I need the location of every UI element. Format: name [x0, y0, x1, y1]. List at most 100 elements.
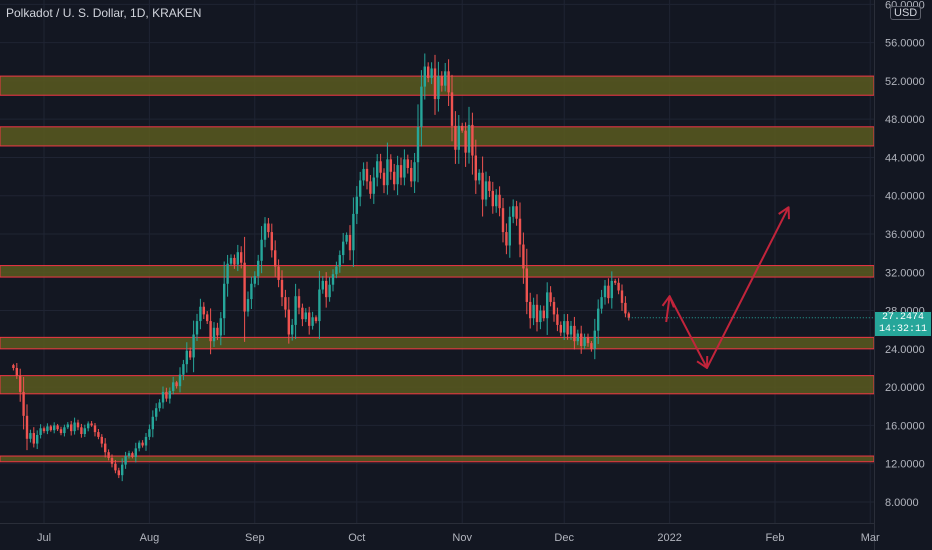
candle-body: [226, 263, 229, 284]
candle-body: [607, 285, 610, 299]
candle-body: [195, 321, 199, 335]
candle-body: [461, 125, 464, 131]
candle-body: [301, 307, 304, 320]
candle-body: [586, 337, 590, 344]
price-axis-tick-label: 36.0000: [885, 229, 925, 241]
candle-body: [138, 442, 141, 449]
candle-body: [593, 330, 596, 349]
candle-body: [430, 68, 433, 79]
candle-body: [464, 130, 467, 153]
support-resistance-zone: [0, 336, 875, 350]
candle-body: [39, 428, 42, 435]
candle-body: [359, 180, 362, 197]
candle-body: [620, 290, 624, 303]
candle-body: [614, 280, 617, 283]
candle-body: [206, 314, 209, 322]
candle-body: [212, 327, 216, 342]
candle-body: [114, 463, 117, 471]
candle-body: [144, 436, 148, 446]
candle-body: [274, 250, 277, 267]
candle-body: [151, 416, 154, 430]
projection-arrowhead: [696, 355, 709, 369]
last-price-label: 27.2474: [875, 312, 931, 324]
candle-body: [525, 268, 528, 302]
price-axis-tick-label: 48.0000: [885, 114, 925, 126]
candle-body: [223, 283, 226, 319]
candle-body: [495, 194, 498, 207]
price-axis-tick-label: 32.0000: [885, 267, 925, 279]
price-axis-tick-label: 12.0000: [885, 459, 925, 471]
time-axis-tick-label: Nov: [452, 532, 472, 544]
candle-body: [141, 442, 144, 446]
candle-body: [121, 464, 124, 476]
candle-body: [546, 292, 549, 319]
candle-body: [321, 280, 324, 290]
candle-body: [308, 312, 311, 326]
candle-body: [600, 297, 603, 309]
price-axis-tick-label: 52.0000: [885, 76, 925, 88]
candle-body: [559, 324, 562, 333]
candle-body: [165, 391, 168, 399]
projection-arrowhead: [661, 295, 675, 308]
candle-body: [46, 426, 49, 432]
candle-body: [219, 318, 222, 336]
candle-body: [66, 424, 69, 428]
candle-body: [532, 304, 535, 319]
candle-body: [178, 374, 182, 387]
candle-body: [535, 304, 539, 323]
candle-body: [175, 382, 178, 387]
candle-body: [246, 299, 250, 312]
price-axis-tick-label: 40.0000: [885, 191, 925, 203]
candle-body: [338, 255, 341, 267]
price-axis-tick-label: 16.0000: [885, 420, 925, 432]
price-axis-tick-label: 44.0000: [885, 152, 925, 164]
candle-body: [100, 436, 103, 444]
candle-body: [233, 257, 236, 265]
time-axis-background: [0, 523, 874, 550]
candle-body: [311, 317, 314, 326]
candle-body: [403, 159, 406, 178]
candle-body: [437, 76, 440, 100]
candle-body: [590, 343, 593, 349]
price-axis-tick-label: 24.0000: [885, 344, 925, 356]
candle-body: [423, 66, 426, 87]
candle-body: [32, 433, 35, 444]
time-axis-tick-label: 2022: [657, 532, 681, 544]
candle-body: [433, 68, 437, 100]
candle-body: [393, 171, 396, 185]
candle-body: [362, 168, 365, 181]
candle-body: [277, 266, 280, 280]
candle-body: [563, 321, 566, 333]
bar-countdown-label: 14:32:11: [875, 324, 931, 336]
candle-body: [243, 262, 246, 312]
candle-body: [352, 213, 355, 251]
projection-path: [665, 206, 790, 369]
candle-body: [420, 86, 423, 127]
price-axis-tick-label: 56.0000: [885, 38, 925, 50]
time-axis-tick-label: Mar: [861, 532, 880, 544]
candle-body: [583, 337, 586, 346]
candle-body: [515, 206, 518, 219]
candle-body: [386, 159, 389, 186]
candle-body: [518, 218, 522, 245]
time-axis-tick-label: Jul: [37, 532, 51, 544]
candle-body: [597, 308, 600, 331]
candle-body: [355, 196, 358, 214]
candle-body: [410, 167, 413, 182]
candle-body: [253, 276, 256, 284]
support-resistance-zone: [0, 375, 875, 395]
candle-body: [389, 159, 392, 172]
candle-body: [124, 456, 127, 465]
candle-body: [110, 457, 114, 464]
candle-body: [192, 334, 195, 358]
candle-body: [331, 274, 335, 285]
time-axis-tick-label: Feb: [766, 532, 785, 544]
candle-body: [131, 453, 134, 457]
currency-button[interactable]: USD: [890, 6, 922, 20]
time-axis-tick-label: Oct: [348, 532, 365, 544]
candle-body: [22, 391, 25, 416]
candle-body: [549, 292, 552, 302]
candle-body: [294, 296, 297, 325]
candle-body: [19, 375, 22, 392]
